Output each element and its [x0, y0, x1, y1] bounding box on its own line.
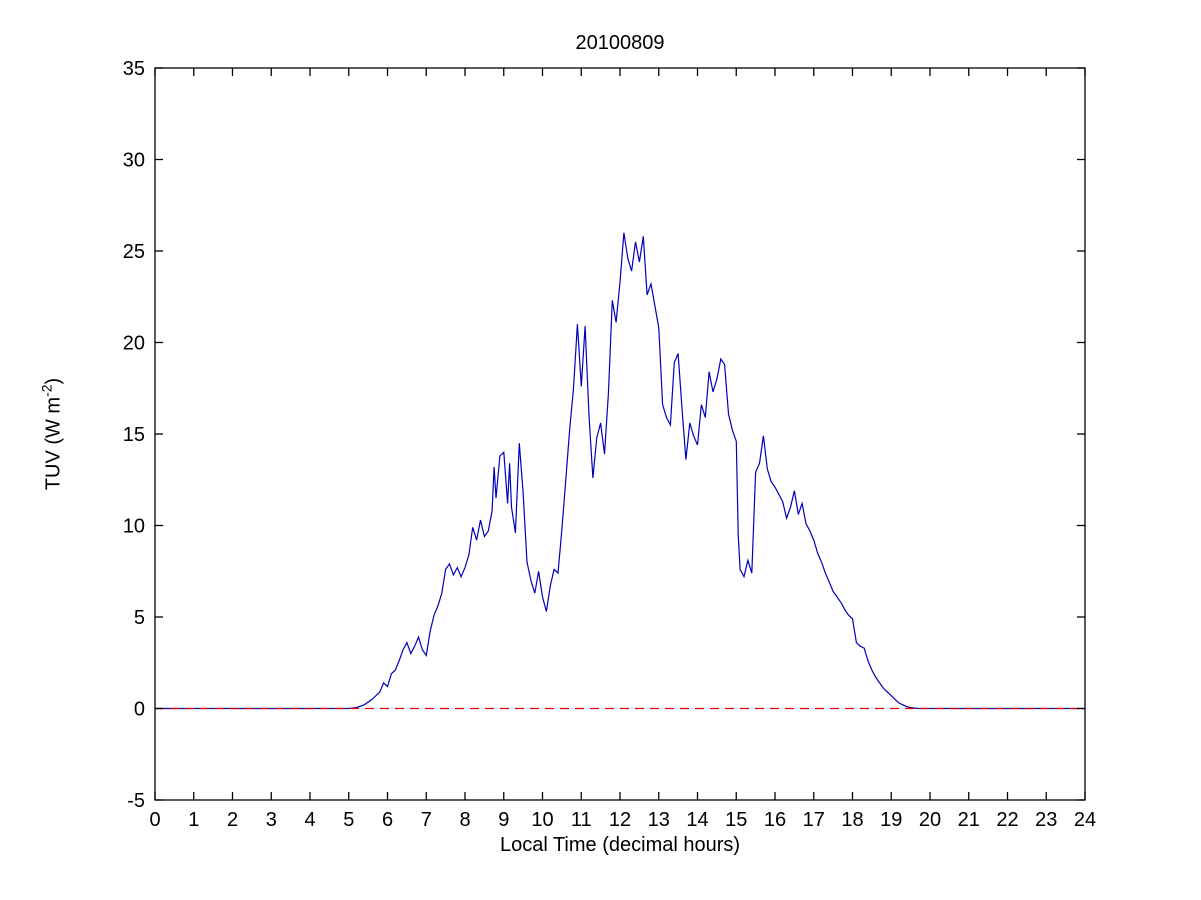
y-tick-label: 30 — [123, 150, 145, 172]
x-tick-label: 22 — [996, 809, 1018, 831]
y-tick-label: 5 — [134, 607, 145, 629]
series-TUV-irradiance — [155, 232, 1085, 710]
x-tick-label: 14 — [686, 809, 708, 831]
x-tick-label: 11 — [571, 809, 592, 831]
x-tick-label: 2 — [227, 809, 238, 831]
y-tick-label: 0 — [134, 699, 145, 721]
y-tick-label: 20 — [123, 333, 145, 355]
x-tick-label: 21 — [958, 809, 980, 831]
y-tick-label: 15 — [123, 424, 145, 446]
axes-box — [154, 67, 1086, 801]
x-axis-label: Local Time (decimal hours) — [499, 834, 741, 856]
y-tick-label: 35 — [123, 58, 145, 80]
x-tick-label: 8 — [459, 809, 470, 831]
x-tick-label: 4 — [304, 809, 315, 831]
x-tick-label: 10 — [531, 809, 553, 831]
y-tick-label: -5 — [127, 790, 145, 812]
x-tick-label: 19 — [880, 809, 902, 831]
x-tick-label: 5 — [343, 809, 354, 831]
x-tick-label: 7 — [421, 809, 432, 831]
x-tick-label: 13 — [648, 809, 670, 831]
x-tick-label: 3 — [266, 809, 277, 831]
x-tick-label: 9 — [498, 809, 509, 831]
x-tick-label: 18 — [841, 809, 863, 831]
x-tick-label: 15 — [725, 809, 747, 831]
x-tick-label: 1 — [188, 809, 199, 831]
y-tick-label: 10 — [123, 516, 145, 538]
x-tick-label: 24 — [1074, 809, 1096, 831]
chart-title-text: 20100809 — [575, 32, 665, 54]
x-tick-label: 23 — [1035, 809, 1057, 831]
x-tick-label: 6 — [382, 809, 393, 831]
x-tick-label: 12 — [609, 809, 631, 831]
chart-title: 20100809 — [576, 32, 665, 55]
y-tick-label: 25 — [123, 241, 145, 263]
x-tick-label: 16 — [764, 809, 786, 831]
x-tick-label: 20 — [919, 809, 941, 831]
x-tick-label: 17 — [803, 809, 825, 831]
x-tick-label: 0 — [149, 809, 160, 831]
